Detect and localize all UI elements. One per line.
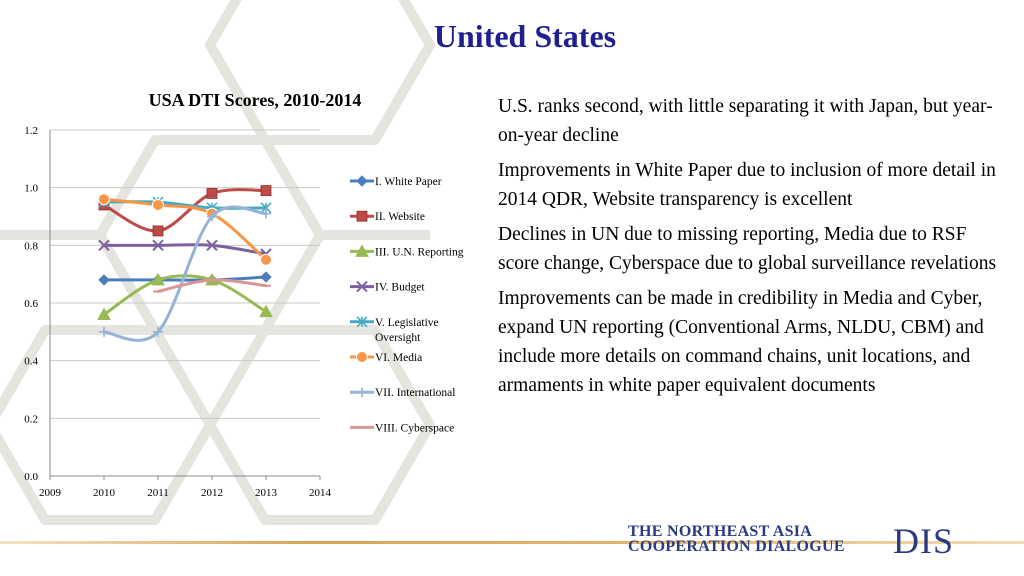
series-8: [153, 278, 271, 293]
data-point: [206, 239, 218, 252]
legend-item: VIII. Cyberspace: [350, 422, 454, 434]
bullet-item: Declines in UN due to missing reporting,…: [498, 224, 997, 274]
data-point: [206, 188, 218, 199]
y-tick-label: 0.0: [24, 471, 38, 483]
data-point: [356, 351, 368, 363]
y-tick-label: 0.6: [24, 298, 38, 310]
data-point: [99, 326, 109, 337]
data-point: [152, 225, 164, 237]
legend-label: II. Website: [375, 211, 425, 223]
legend-item: III. U.N. Reporting: [350, 244, 464, 258]
bullet-item: Improvements can be made in credibility …: [498, 288, 984, 396]
data-point: [153, 326, 163, 337]
legend-item: VII. International: [350, 387, 455, 399]
data-point: [259, 304, 273, 318]
data-point: [357, 387, 367, 398]
axes: 0.0 0.2 0.4 0.6 0.8 1.0 1.2 2009 2010 2011 2012 201…: [24, 125, 331, 499]
data-point: [355, 244, 369, 257]
legend-item: I. White Paper: [350, 175, 442, 188]
logo-text: THE NORTHEAST ASIA COOPERATION DIALOGUE: [628, 523, 845, 555]
line-chart: 0.0 0.2 0.4 0.6 0.8 1.0 1.2 2009 2010 2011 2012 201…: [24, 125, 464, 499]
x-tick-label: 2013: [255, 487, 278, 499]
legend-label: VI. Media: [375, 352, 422, 364]
data-point: [356, 210, 368, 222]
data-point: [97, 307, 111, 321]
x-tick-label: 2009: [39, 487, 62, 499]
series-line: [102, 197, 268, 262]
x-tick-label: 2010: [93, 487, 116, 499]
series-5: [98, 196, 272, 214]
x-tick-label: 2011: [147, 487, 169, 499]
series-line: [102, 275, 268, 282]
y-tick-label: 1.0: [24, 183, 38, 195]
series-3: [97, 272, 273, 321]
data-point: [152, 198, 164, 211]
series-7: [99, 205, 271, 342]
y-tick-label: 1.2: [24, 125, 38, 137]
logo-line1: THE NORTHEAST ASIA: [628, 523, 813, 540]
y-tick-label: 0.8: [24, 240, 38, 252]
data-point: [98, 193, 110, 206]
series-line: [102, 205, 268, 342]
bullet-item: U.S. ranks second, with little separatin…: [498, 96, 993, 146]
legend-label: VII. International: [375, 387, 455, 399]
series-4: [98, 239, 272, 260]
data-point: [260, 185, 272, 196]
data-point: [98, 274, 110, 286]
series-2: [98, 185, 272, 237]
dialogue-logo: THE NORTHEAST ASIA COOPERATION DIALOGUE …: [628, 521, 978, 562]
data-point: [151, 272, 165, 286]
data-point: [152, 239, 164, 252]
bullet-list: U.S. ranks second, with little separatin…: [498, 92, 1010, 406]
y-tick-label: 0.2: [24, 413, 38, 425]
data-point: [356, 316, 368, 328]
x-tick-label: 2012: [201, 487, 223, 499]
bullet-item: Improvements in White Paper due to inclu…: [498, 160, 996, 210]
legend-label: VIII. Cyberspace: [375, 422, 454, 434]
data-point: [260, 253, 272, 266]
legend-label: I. White Paper: [375, 176, 442, 188]
chart-title: USA DTI Scores, 2010-2014: [148, 90, 362, 110]
footer-divider: [0, 541, 1024, 544]
y-tick-label: 0.4: [24, 356, 38, 368]
logo-line2: COOPERATION DIALOGUE: [628, 538, 845, 555]
legend-item: IV. Budget: [350, 280, 425, 294]
series-line: [102, 274, 268, 317]
data-point: [356, 175, 368, 187]
gridlines: [50, 129, 320, 477]
series-line: [102, 188, 268, 233]
slide-title: United States: [433, 18, 617, 54]
legend-item: V. Legislative Oversight: [350, 316, 439, 344]
series-layer: [97, 185, 273, 342]
series-line: [102, 243, 268, 256]
legend-label: V. Legislative: [375, 317, 439, 329]
logo-acronym: DIS: [893, 521, 955, 561]
legend-label: III. U.N. Reporting: [375, 246, 464, 258]
x-tick-label: 2014: [309, 487, 332, 499]
legend-item: VI. Media: [350, 351, 422, 364]
data-point: [98, 239, 110, 252]
legend: I. White Paper II. Website III. U.N. Repor…: [350, 175, 464, 434]
legend-label: IV. Budget: [375, 282, 425, 294]
data-point: [356, 280, 368, 293]
legend-item: II. Website: [350, 210, 425, 223]
data-point: [260, 271, 272, 283]
data-point: [261, 208, 271, 219]
legend-label: Oversight: [375, 332, 421, 344]
data-point: [207, 211, 217, 222]
